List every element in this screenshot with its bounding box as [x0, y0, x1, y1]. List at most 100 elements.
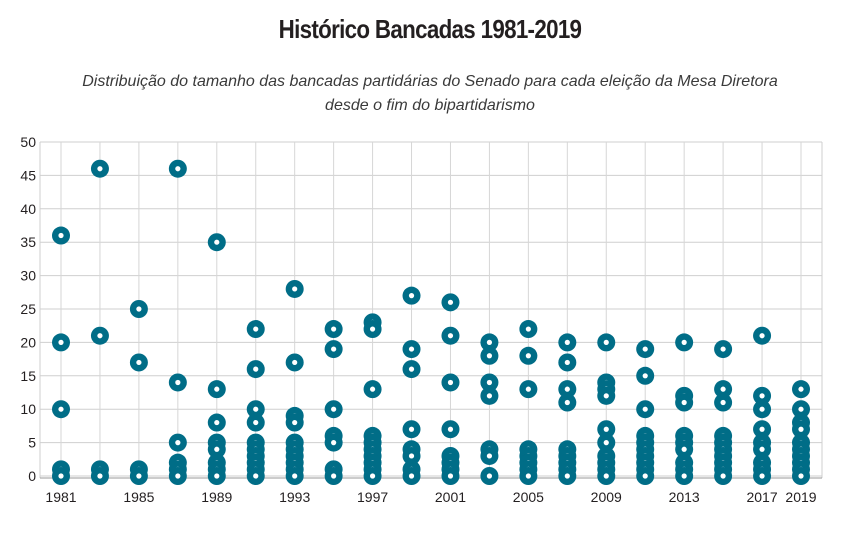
y-tick-label: 30: [20, 268, 36, 284]
data-point-hole: [408, 346, 415, 352]
data-point-hole: [253, 419, 259, 426]
data-point-hole: [408, 453, 415, 459]
x-tick-label: 2005: [513, 489, 544, 505]
data-point-hole: [564, 339, 570, 345]
y-tick-label: 25: [20, 301, 36, 317]
series-2005: [519, 320, 538, 485]
x-tick-label: 1989: [201, 489, 232, 505]
data-point-hole: [369, 386, 376, 392]
x-tick-label: 1981: [45, 489, 76, 505]
data-point-hole: [525, 326, 531, 332]
data-point-hole: [408, 366, 415, 372]
data-point-hole: [253, 473, 259, 479]
axis-ticks: 0 5 10 15 20 25 30 35 40 45 50 1981 1985 1989 1993 1997…: [20, 134, 816, 505]
data-point-hole: [253, 406, 259, 412]
x-tick-label: 2013: [669, 489, 700, 505]
data-point-hole: [136, 473, 142, 479]
data-point-hole: [58, 339, 64, 345]
data-point-hole: [136, 359, 142, 366]
data-point-hole: [408, 473, 415, 479]
series-1987: [168, 159, 187, 485]
series-2013: [675, 333, 694, 485]
chart-subtitle: Distribuição do tamanho das bancadas par…: [82, 73, 778, 114]
series-2001: [441, 293, 460, 485]
data-point-hole: [331, 406, 337, 412]
data-point-hole: [603, 473, 609, 479]
x-tick-label: 1997: [357, 489, 388, 505]
data-point-hole: [603, 440, 609, 446]
data-point-hole: [525, 353, 531, 359]
data-point-hole: [759, 446, 765, 452]
data-point-hole: [798, 386, 804, 392]
x-tick-label: 2019: [785, 489, 816, 505]
data-point-hole: [447, 379, 454, 386]
data-point-hole: [564, 386, 570, 392]
series-1981: [52, 226, 70, 485]
data-point-hole: [408, 426, 415, 432]
data-point-hole: [214, 386, 220, 392]
data-point-hole: [253, 326, 259, 332]
data-point-hole: [603, 393, 609, 399]
series-2017: [753, 326, 772, 485]
data-point-hole: [486, 379, 493, 386]
data-point-hole: [97, 473, 103, 479]
data-point-hole: [97, 166, 103, 172]
data-point-hole: [408, 293, 415, 299]
series-1991: [246, 320, 265, 485]
grid-lines: [39, 141, 823, 479]
series-2009: [597, 333, 616, 485]
data-point-hole: [214, 473, 220, 479]
data-point-hole: [58, 473, 64, 479]
series-2019: [792, 380, 810, 485]
data-point-hole: [214, 446, 220, 452]
data-point-hole: [175, 440, 181, 446]
y-tick-label: 35: [20, 234, 36, 250]
data-point-hole: [331, 473, 337, 479]
y-tick-label: 20: [20, 334, 36, 350]
y-tick-label: 40: [20, 201, 36, 217]
data-point-hole: [759, 393, 765, 399]
data-point-hole: [447, 473, 454, 479]
chart-title: Histórico Bancadas 1981-2019: [278, 14, 582, 44]
data-point-hole: [720, 399, 726, 406]
x-tick-label: 2001: [435, 489, 466, 505]
series-1983: [90, 159, 109, 485]
y-tick-label: 15: [20, 368, 36, 384]
data-point-hole: [58, 232, 64, 239]
data-point-hole: [58, 406, 64, 412]
data-point-hole: [642, 406, 648, 412]
data-point-hole: [798, 426, 804, 432]
data-point-hole: [759, 406, 765, 412]
data-point-hole: [486, 353, 493, 359]
data-point-hole: [369, 326, 376, 332]
data-point-hole: [681, 446, 687, 452]
data-point-hole: [642, 346, 648, 352]
series-2003: [480, 333, 499, 485]
data-point-hole: [759, 426, 765, 432]
data-point-hole: [720, 346, 726, 352]
series-1985: [129, 300, 148, 485]
data-point-hole: [214, 419, 220, 426]
data-point-hole: [292, 419, 298, 426]
data-points: [52, 159, 810, 485]
data-point-hole: [720, 473, 726, 479]
y-tick-label: 0: [28, 468, 36, 484]
data-point-hole: [369, 473, 376, 479]
data-point-hole: [331, 346, 337, 352]
data-point-hole: [292, 473, 298, 479]
x-tick-label: 1985: [123, 489, 154, 505]
y-tick-label: 50: [20, 134, 36, 150]
y-tick-label: 5: [28, 435, 36, 451]
y-tick-label: 45: [20, 167, 36, 183]
data-point-hole: [214, 239, 220, 245]
x-tick-label: 2009: [591, 489, 622, 505]
data-point-hole: [642, 473, 648, 479]
data-point-hole: [681, 339, 687, 345]
series-1995: [324, 320, 343, 485]
data-point-hole: [603, 426, 609, 432]
series-1989: [207, 233, 226, 485]
data-point-hole: [175, 379, 181, 386]
data-point-hole: [97, 333, 103, 339]
data-point-hole: [564, 359, 570, 366]
